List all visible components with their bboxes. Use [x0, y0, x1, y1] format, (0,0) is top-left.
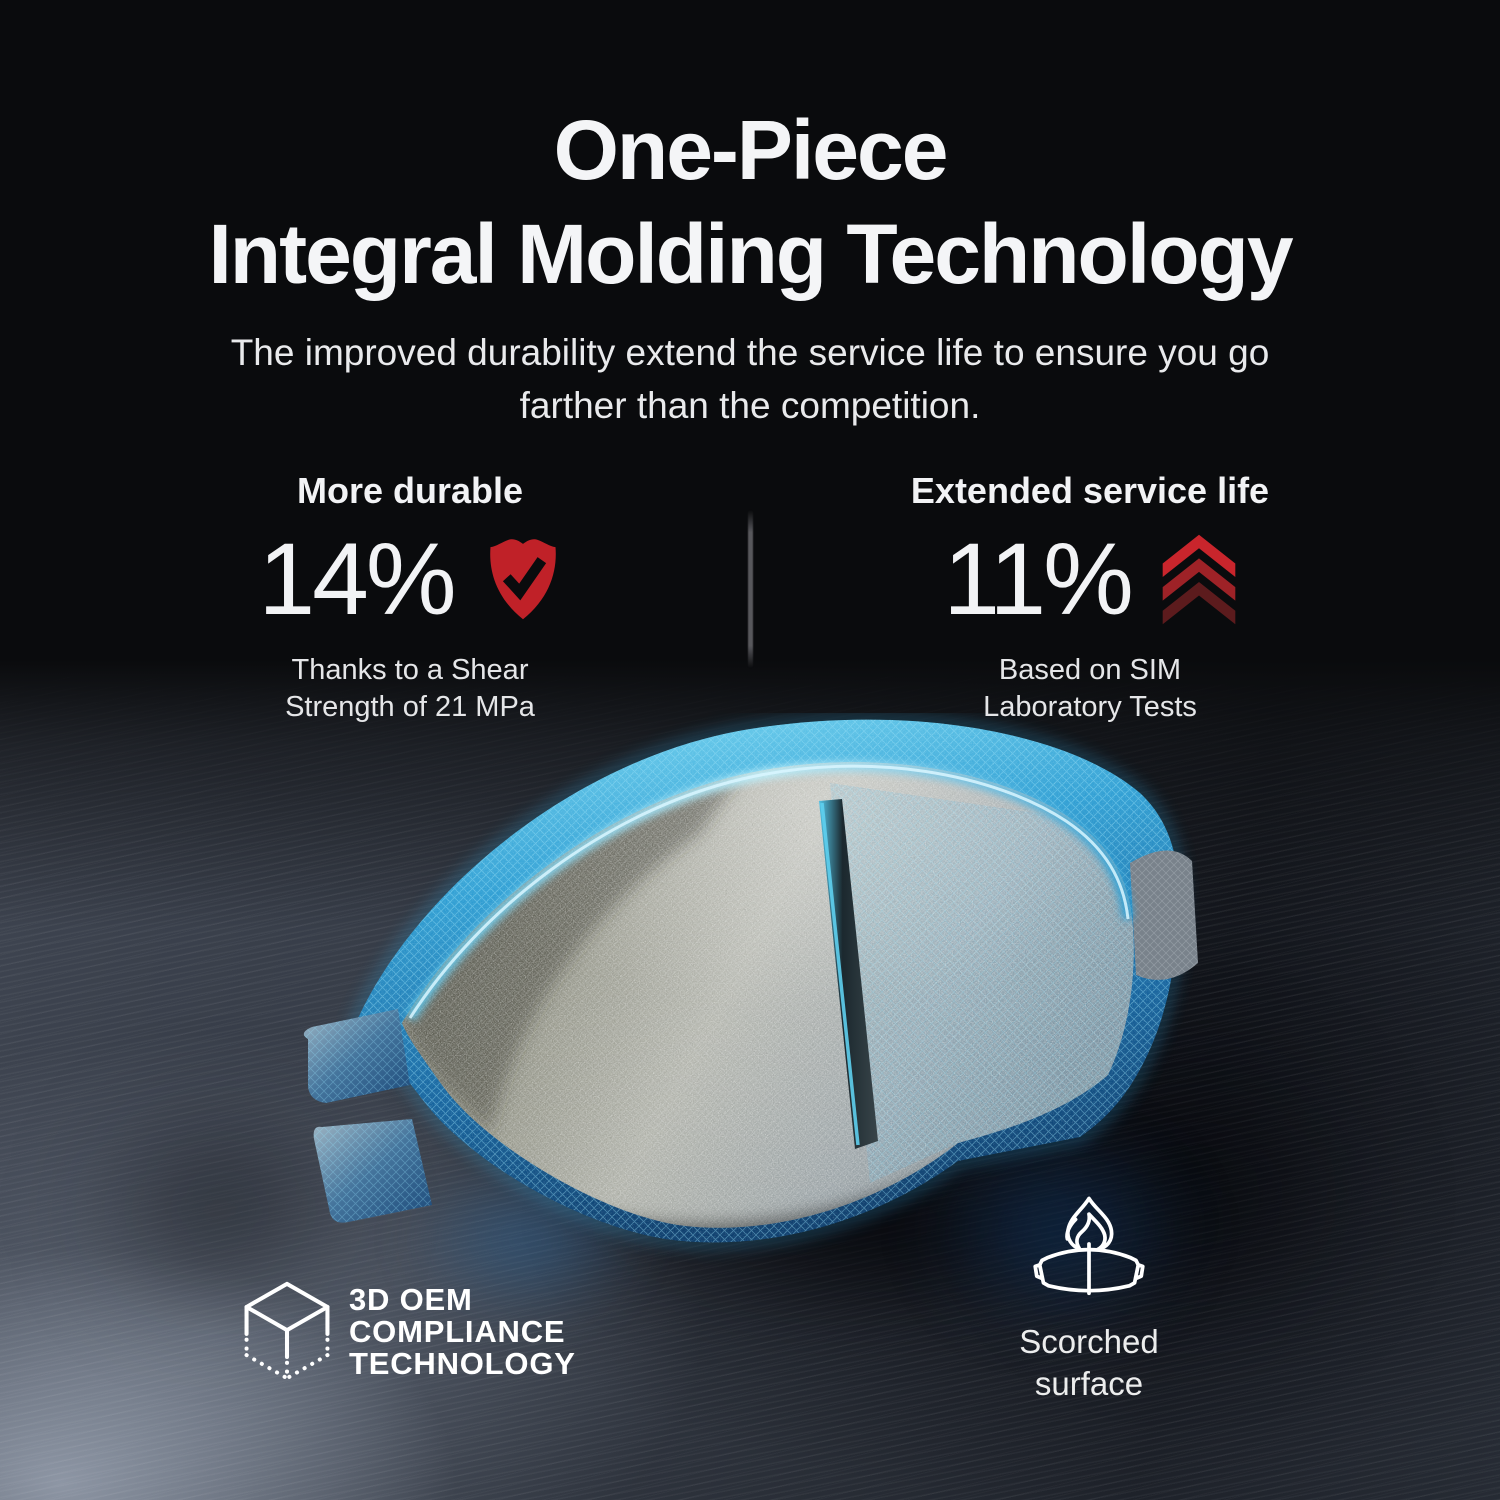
stat-value: 14% — [258, 521, 456, 636]
stat-caption-line-2: Laboratory Tests — [983, 691, 1197, 723]
oem-compliance-text: 3D OEM COMPLIANCE TECHNOLOGY — [349, 1284, 576, 1380]
stat-extended-service-life: Extended service life 11% Based on SIM L… — [893, 470, 1287, 726]
stat-caption-line-1: Based on SIM — [998, 654, 1182, 686]
stat-caption-line-1: Thanks to a Shear — [291, 654, 529, 686]
stat-caption: Thanks to a Shear Strength of 21 MPa — [215, 652, 605, 726]
stat-caption-line-2: Strength of 21 MPa — [285, 691, 535, 723]
shield-check-icon — [489, 539, 556, 620]
brake-pad-render — [303, 713, 1198, 1273]
stats-divider — [748, 510, 753, 668]
oem-line-1: 3D OEM — [349, 1282, 473, 1317]
subtitle-line-2: farther than the competition. — [519, 385, 981, 426]
title-line-1: One-Piece — [553, 103, 949, 197]
stat-label: Extended service life — [910, 470, 1270, 511]
oem-line-2: COMPLIANCE — [349, 1314, 566, 1349]
scorched-line-1: Scorched — [1019, 1323, 1159, 1360]
scorched-line-2: surface — [1034, 1365, 1144, 1402]
oem-compliance-badge: 3D OEM COMPLIANCE TECHNOLOGY — [242, 1280, 576, 1384]
triple-chevron-up-icon — [1162, 534, 1236, 624]
stat-value-row: 14% — [215, 520, 605, 638]
stat-label: More durable — [296, 470, 524, 511]
stat-value-row: 11% — [893, 520, 1287, 638]
page-subtitle: The improved durability extend the servi… — [0, 326, 1500, 432]
stat-more-durable: More durable 14% Thanks to a Shear Stren… — [215, 470, 605, 726]
title-line-2: Integral Molding Technology — [208, 207, 1293, 301]
scorched-surface-text: Scorched surface — [1001, 1321, 1177, 1405]
subtitle-line-1: The improved durability extend the servi… — [230, 332, 1270, 373]
page-title: One-Piece Integral Molding Technology — [0, 98, 1500, 306]
flame-brake-pad-icon — [1033, 1196, 1145, 1296]
oem-line-3: TECHNOLOGY — [349, 1346, 576, 1381]
stat-value: 11% — [943, 521, 1134, 636]
scorched-surface-badge: Scorched surface — [1001, 1192, 1177, 1405]
wireframe-cube-icon — [244, 1281, 330, 1381]
stat-caption: Based on SIM Laboratory Tests — [893, 652, 1287, 726]
